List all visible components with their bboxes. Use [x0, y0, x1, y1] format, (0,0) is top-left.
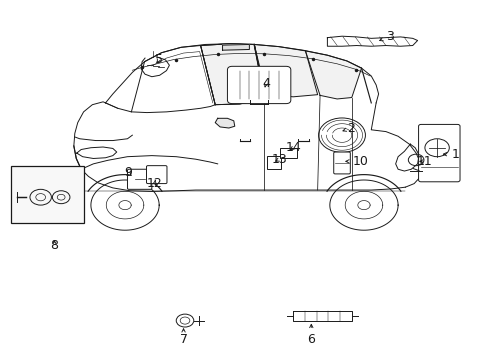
Polygon shape	[200, 44, 264, 105]
Polygon shape	[305, 51, 361, 99]
Text: 13: 13	[271, 153, 287, 166]
Text: 7: 7	[179, 329, 187, 346]
Text: 9: 9	[124, 166, 132, 179]
FancyBboxPatch shape	[418, 125, 459, 182]
FancyBboxPatch shape	[333, 152, 349, 174]
Text: 5: 5	[154, 53, 163, 66]
Text: 2: 2	[342, 122, 354, 135]
Bar	[266, 156, 280, 169]
Bar	[11, 166, 83, 223]
FancyBboxPatch shape	[146, 166, 166, 184]
Bar	[279, 148, 297, 158]
Text: 14: 14	[285, 141, 301, 154]
Polygon shape	[293, 311, 351, 320]
Text: 6: 6	[307, 324, 315, 346]
Text: 8: 8	[50, 239, 58, 252]
Polygon shape	[215, 118, 234, 128]
Text: 1: 1	[443, 148, 458, 161]
FancyBboxPatch shape	[127, 169, 152, 189]
Text: 10: 10	[345, 155, 368, 168]
Text: 12: 12	[146, 177, 163, 190]
Polygon shape	[254, 44, 317, 97]
Polygon shape	[222, 44, 249, 50]
FancyBboxPatch shape	[227, 66, 290, 104]
Polygon shape	[327, 36, 417, 46]
Text: 4: 4	[262, 77, 269, 90]
Text: 3: 3	[379, 30, 393, 43]
Text: 11: 11	[416, 155, 432, 168]
